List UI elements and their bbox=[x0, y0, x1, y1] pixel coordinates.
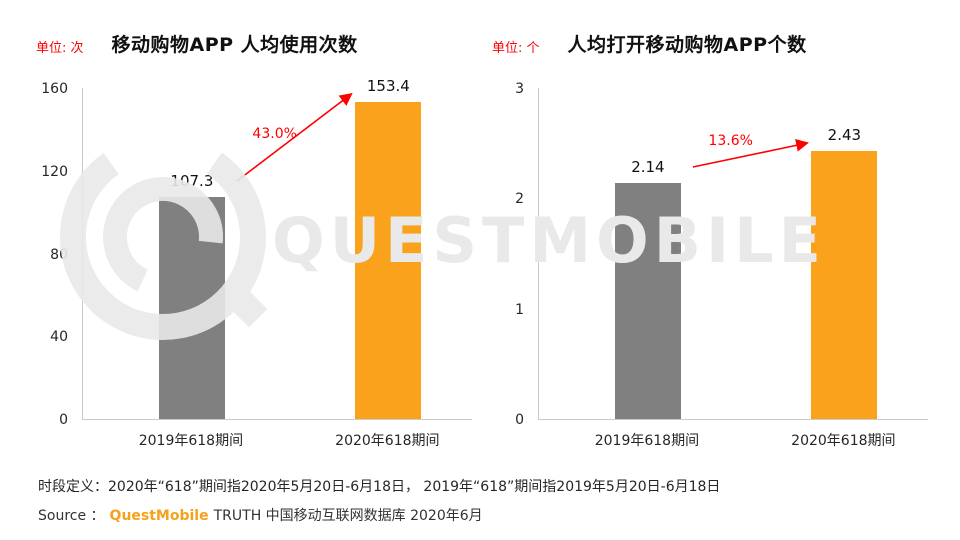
y-axis: 0 40 80 120 160 bbox=[36, 81, 76, 428]
growth-percent-label: 43.0% bbox=[252, 126, 297, 143]
chart-app-usage-frequency: 单位: 次 移动购物APP 人均使用次数 0 40 80 120 160 107.3 1… bbox=[36, 20, 472, 456]
bar-2020 bbox=[355, 102, 422, 419]
plot-area: 107.3 153.4 43.0% bbox=[82, 77, 472, 420]
chart-header: 单位: 次 移动购物APP 人均使用次数 bbox=[36, 20, 472, 88]
source-prefix: Source ： bbox=[38, 508, 105, 524]
source-line: Source ： QuestMobile TRUTH 中国移动互联网数据库 20… bbox=[38, 505, 720, 525]
x-axis-labels: 2019年618期间 2020年618期间 bbox=[538, 420, 928, 456]
y-tick-label: 40 bbox=[50, 329, 68, 346]
y-tick-label: 1 bbox=[515, 301, 524, 318]
y-tick-label: 160 bbox=[41, 81, 68, 97]
footer: 时段定义：2020年“618”期间指2020年5月20日-6月18日， 2019… bbox=[38, 476, 720, 525]
bar-2020 bbox=[811, 151, 878, 419]
growth-percent-label: 13.6% bbox=[708, 133, 753, 150]
source-brand: QuestMobile bbox=[109, 508, 209, 524]
bar-group-2020: 2.43 bbox=[811, 88, 878, 419]
growth-arrow-icon bbox=[692, 139, 809, 168]
x-axis-labels: 2019年618期间 2020年618期间 bbox=[82, 420, 472, 456]
y-axis: 0 1 2 3 bbox=[492, 81, 532, 428]
chart-title: 人均打开移动购物APP个数 bbox=[567, 34, 807, 56]
bar-value-label: 2.14 bbox=[631, 158, 665, 176]
y-tick-label: 120 bbox=[41, 163, 68, 180]
source-rest: TRUTH 中国移动互联网数据库 2020年6月 bbox=[213, 508, 483, 524]
x-label-2019: 2019年618期间 bbox=[594, 433, 700, 449]
x-label-2020: 2020年618期间 bbox=[791, 433, 896, 449]
x-label-2019: 2019年618期间 bbox=[138, 433, 244, 449]
chart-header: 单位: 个 人均打开移动购物APP个数 bbox=[492, 20, 928, 88]
period-definition: 时段定义：2020年“618”期间指2020年5月20日-6月18日， 2019… bbox=[38, 479, 721, 495]
y-tick-label: 0 bbox=[515, 412, 524, 428]
bar-value-label: 2.43 bbox=[827, 126, 862, 144]
y-tick-label: 2 bbox=[515, 191, 524, 208]
chart-title: 移动购物APP 人均使用次数 bbox=[111, 34, 358, 56]
plot-wrap: 0 1 2 3 2.14 2.43 13.6% 2019年618期间 2020年618… bbox=[515, 81, 928, 456]
plot-wrap: 0 40 80 120 160 107.3 153.4 43.0% 2019年618期间… bbox=[41, 77, 472, 456]
plot-area: 2.14 2.43 13.6% bbox=[538, 88, 928, 420]
unit-label: 单位: 个 bbox=[492, 41, 540, 56]
bar-group-2020: 153.4 bbox=[355, 77, 422, 419]
y-tick-label: 80 bbox=[50, 246, 68, 263]
y-tick-label: 3 bbox=[515, 81, 524, 97]
unit-label: 单位: 次 bbox=[36, 41, 84, 56]
bar-value-label: 153.4 bbox=[366, 77, 410, 95]
bar-2019 bbox=[614, 183, 681, 419]
x-label-2020: 2020年618期间 bbox=[335, 433, 440, 449]
y-tick-label: 0 bbox=[59, 412, 68, 428]
bar-group-2019: 2.14 bbox=[614, 88, 681, 419]
chart-app-count: 单位: 个 人均打开移动购物APP个数 0 1 2 3 2.14 2.43 13.6%… bbox=[492, 20, 928, 456]
